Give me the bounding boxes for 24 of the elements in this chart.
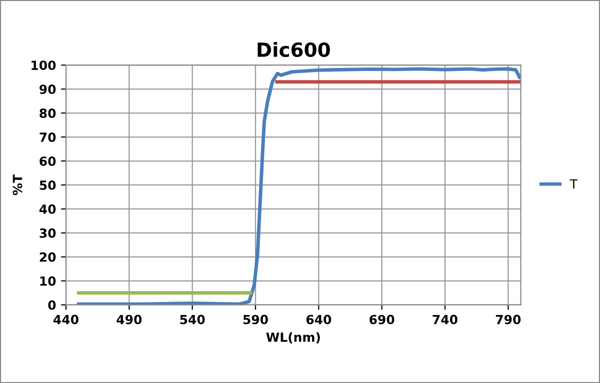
x-tick-label: 440 [54,314,78,324]
y-tick-label: 10 [40,276,56,286]
y-tick-label: 70 [40,132,56,142]
chart-title: Dic600 [258,42,330,58]
y-tick-label: 80 [40,108,56,118]
y-tick-label: 50 [40,180,56,190]
x-tick-label: 690 [370,314,394,324]
y-tick-label: 0 [48,300,56,310]
y-tick-label: 40 [39,204,56,214]
x-tick-label: 740 [432,314,458,324]
y-tick-label: 30 [40,228,56,238]
legend-label: T [570,179,578,188]
x-tick-label: 490 [116,314,142,324]
x-tick-label: 640 [306,314,332,324]
y-tick-label: 20 [40,252,56,262]
x-tick-label: 590 [243,314,268,324]
x-tick-label: 790 [496,314,521,324]
y-tick-label: 60 [40,156,56,166]
x-axis-title: WL(nm) [266,332,320,344]
y-tick-label: 100 [32,60,56,70]
x-tick-label: 540 [180,314,205,324]
y-axis-title: %T [12,174,22,196]
y-tick-label: 90 [40,84,56,94]
line-series [76,67,521,305]
